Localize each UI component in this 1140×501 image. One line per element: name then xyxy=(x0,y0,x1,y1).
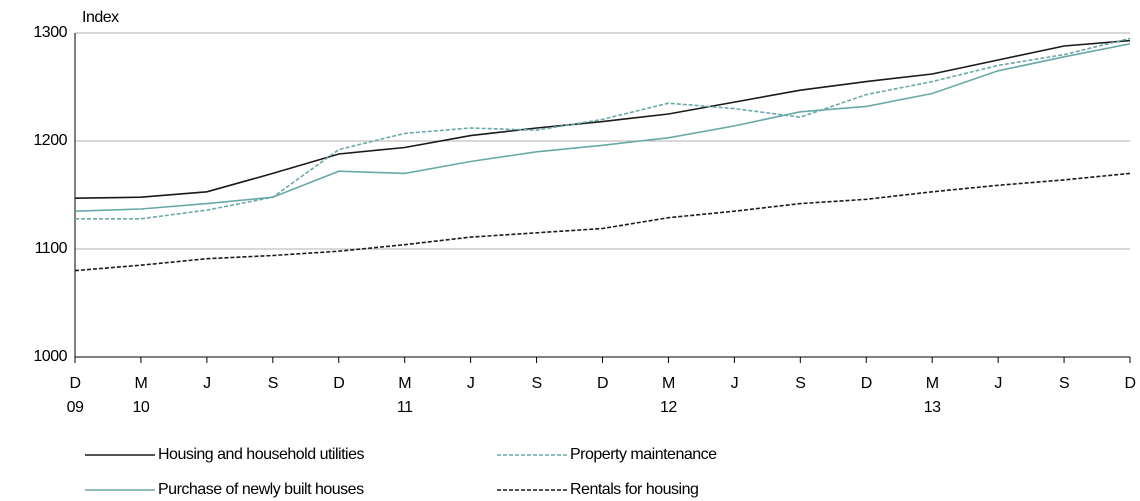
y-tick-label: 1000 xyxy=(33,348,67,365)
series-line xyxy=(74,43,1131,212)
x-tick-label: D xyxy=(861,375,872,392)
x-tick-label: M xyxy=(926,375,939,392)
x-tick-label: D xyxy=(1124,375,1135,392)
x-tick-label: J xyxy=(203,375,211,392)
x-tick-label: M xyxy=(662,375,675,392)
x-tick-label: D xyxy=(597,375,608,392)
x-year-label: 10 xyxy=(133,399,150,416)
x-tick-label: D xyxy=(333,375,344,392)
x-tick-label: J xyxy=(467,375,475,392)
x-year-label: 13 xyxy=(924,399,941,416)
y-tick-label: 1300 xyxy=(33,24,67,41)
legend-label: Purchase of newly built houses xyxy=(158,481,364,498)
legend-label: Rentals for housing xyxy=(570,481,698,498)
x-tick-label: J xyxy=(994,375,1002,392)
x-tick-label: S xyxy=(268,375,278,392)
y-tick-label: 1200 xyxy=(33,132,67,149)
y-tick-label: 1100 xyxy=(35,240,68,257)
x-year-label: 09 xyxy=(67,399,84,416)
series-line xyxy=(74,172,1131,272)
legend-label: Housing and household utilities xyxy=(158,446,364,463)
x-tick-label: M xyxy=(398,375,411,392)
x-tick-label: J xyxy=(731,375,739,392)
x-year-label: 11 xyxy=(397,399,413,416)
x-tick-label: M xyxy=(135,375,148,392)
x-year-label: 12 xyxy=(660,399,677,416)
legend-label: Property maintenance xyxy=(570,446,717,463)
y-axis-label: Index xyxy=(82,9,119,26)
x-tick-label: S xyxy=(1059,375,1069,392)
series-line xyxy=(75,37,1131,220)
x-tick-label: S xyxy=(531,375,541,392)
x-tick-label: D xyxy=(69,375,80,392)
x-tick-label: S xyxy=(795,375,805,392)
series-line xyxy=(74,39,1131,199)
